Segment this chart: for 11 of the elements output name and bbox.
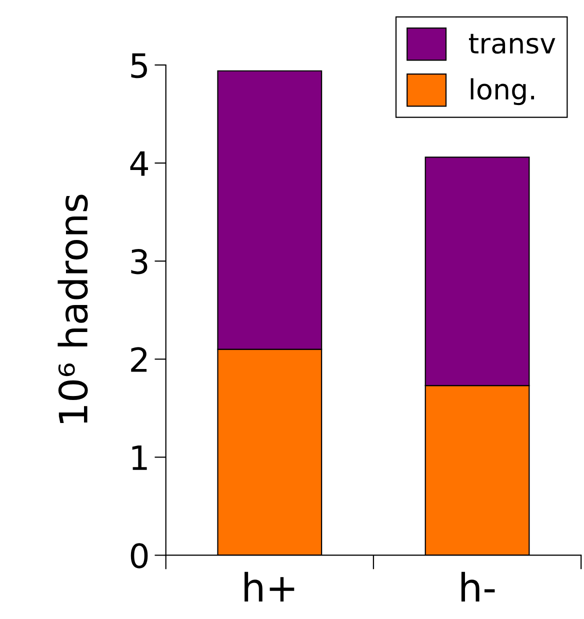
- x-tick-label: h+: [244, 572, 294, 602]
- y-tick-label: 3: [131, 249, 148, 274]
- y-axis-title: 10⁶ hadrons: [58, 194, 88, 424]
- y-tick-label: 2: [131, 347, 147, 372]
- legend-label: transv: [468, 34, 556, 54]
- y-tick-label: 0: [130, 543, 148, 568]
- x-tick-label: h-: [461, 572, 495, 602]
- legend-label: long.: [470, 78, 534, 106]
- y-tick-label: 1: [132, 446, 147, 470]
- y-tick-label: 4: [130, 151, 148, 176]
- y-tick-label: 5: [131, 53, 147, 78]
